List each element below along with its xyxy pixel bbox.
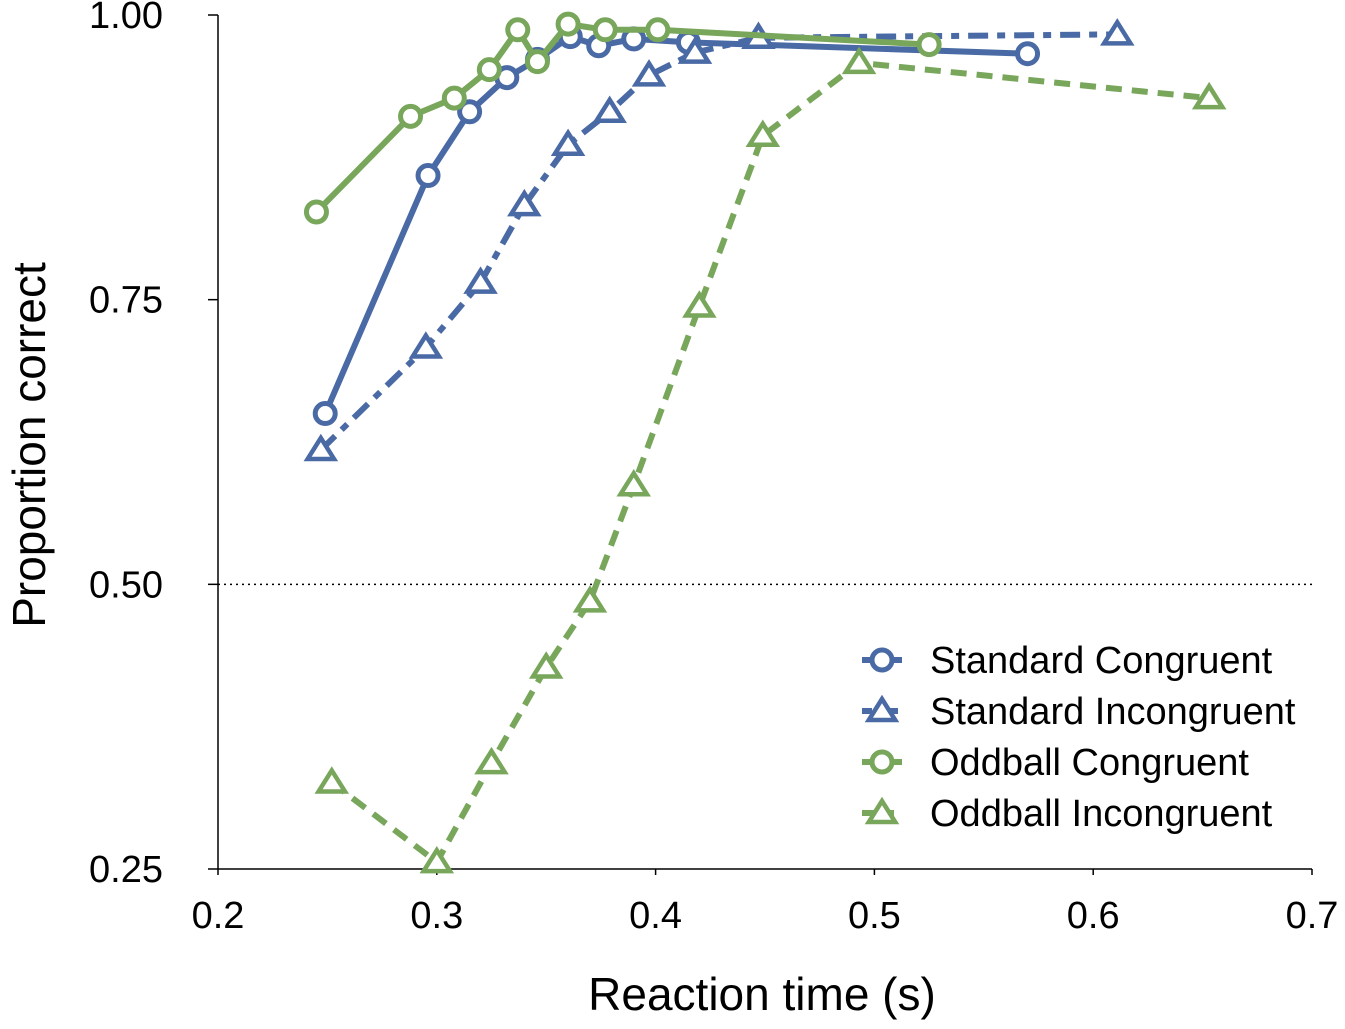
series-oddball-congruent <box>303 11 942 225</box>
series-group <box>303 11 1227 874</box>
legend-marker <box>864 796 900 825</box>
x-tick-label: 0.7 <box>1286 895 1339 937</box>
x-tick-label: 0.6 <box>1067 895 1120 937</box>
x-tick-label: 0.2 <box>192 895 245 937</box>
data-point-oddball-incongruent <box>572 585 608 613</box>
data-point-oddball-congruent <box>645 17 671 43</box>
x-tick-label: 0.5 <box>848 895 901 937</box>
legend-marker <box>864 694 900 723</box>
data-point-standard-incongruent <box>303 433 339 462</box>
data-point-oddball-congruent <box>398 103 424 129</box>
y-tick-label: 0.25 <box>89 849 163 891</box>
data-point-oddball-incongruent <box>474 746 509 775</box>
axes: 0.25 0.50 0.75 1.00 0.2 0.3 0.4 0.5 0.6 0.7 <box>89 0 1338 937</box>
data-point-oddball-congruent <box>555 11 581 37</box>
data-point-oddball-congruent <box>524 49 550 75</box>
data-point-standard-congruent <box>415 163 441 189</box>
legend-entry-oddball-congruent: Oddball Congruent <box>862 742 1249 784</box>
legend-marker <box>869 749 895 775</box>
legend-entry-standard-congruent: Standard Congruent <box>862 640 1273 682</box>
series-line-oddball-incongruent <box>329 59 1210 866</box>
data-point-oddball-incongruent <box>314 766 350 794</box>
data-point-oddball-incongruent <box>745 119 781 147</box>
legend-entry-standard-incongruent: Standard Incongruent <box>862 691 1296 733</box>
legend-label: Standard Congruent <box>930 640 1273 682</box>
data-point-oddball-congruent <box>441 85 467 111</box>
data-point-standard-incongruent <box>408 331 444 359</box>
data-point-standard-congruent <box>457 99 483 125</box>
data-point-oddball-incongruent <box>1191 81 1227 110</box>
y-tick-label: 0.50 <box>89 564 163 606</box>
y-axis-title: Proportion correct <box>3 262 55 628</box>
x-tick-label: 0.3 <box>410 895 463 937</box>
x-axis-title: Reaction time (s) <box>588 968 936 1020</box>
data-point-standard-congruent <box>312 401 338 427</box>
series-line-standard-incongruent <box>318 31 1118 453</box>
data-point-oddball-congruent <box>505 17 531 43</box>
data-point-standard-congruent <box>1015 41 1041 67</box>
legend-entry-oddball-incongruent: Oddball Incongruent <box>862 793 1273 835</box>
series-line-oddball-congruent <box>314 21 930 215</box>
legend-label: Oddball Incongruent <box>930 793 1273 835</box>
data-point-standard-incongruent <box>507 188 542 217</box>
legend: Standard Congruent Standard Incongruent Od… <box>862 640 1296 835</box>
y-tick-label: 1.00 <box>89 0 163 37</box>
data-point-oddball-congruent <box>916 32 942 58</box>
data-point-oddball-congruent <box>476 57 502 83</box>
data-point-oddball-incongruent <box>616 469 651 497</box>
y-tick-label: 0.75 <box>89 280 163 322</box>
data-point-oddball-incongruent <box>841 46 877 75</box>
data-point-oddball-incongruent <box>419 845 455 874</box>
data-point-standard-incongruent <box>631 59 667 87</box>
legend-label: Standard Incongruent <box>930 691 1296 733</box>
legend-label: Oddball Congruent <box>930 742 1249 784</box>
data-point-standard-incongruent <box>677 36 713 64</box>
series-standard-incongruent <box>303 18 1135 462</box>
data-point-standard-incongruent <box>1099 18 1135 46</box>
legend-marker <box>869 647 895 673</box>
data-point-standard-incongruent <box>592 95 627 124</box>
data-point-standard-incongruent <box>550 128 586 157</box>
x-tick-label: 0.4 <box>629 895 682 937</box>
data-point-oddball-incongruent <box>682 290 717 318</box>
data-point-oddball-congruent <box>303 199 329 225</box>
data-point-oddball-incongruent <box>528 651 564 679</box>
data-point-oddball-congruent <box>592 17 618 43</box>
data-point-standard-incongruent <box>463 266 498 294</box>
series-oddball-incongruent <box>314 46 1227 874</box>
